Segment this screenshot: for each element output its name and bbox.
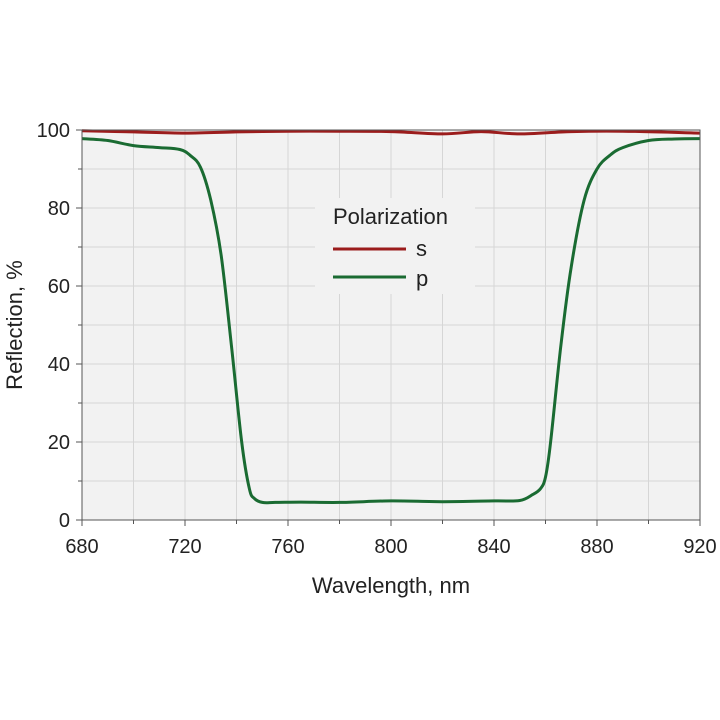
- x-tick-label: 720: [168, 536, 201, 558]
- x-axis-ticks: 680 720 760 800 840 880 920: [65, 520, 717, 558]
- x-tick-label: 680: [65, 536, 98, 558]
- legend-label-s: s: [416, 236, 427, 261]
- y-tick-label: 0: [59, 510, 70, 532]
- x-tick-label: 920: [683, 536, 716, 558]
- legend-title: Polarization: [333, 204, 448, 229]
- series-line-s: [81, 129, 701, 136]
- y-axis-title: Reflection, %: [2, 260, 27, 390]
- series-line-p: [81, 137, 701, 505]
- y-tick-label: 100: [37, 120, 70, 142]
- y-tick-label: 80: [48, 198, 70, 220]
- y-tick-label: 60: [48, 276, 70, 298]
- x-tick-label: 880: [580, 536, 613, 558]
- y-axis-ticks: 0 20 40 60 80 100: [37, 120, 82, 532]
- y-tick-label: 20: [48, 432, 70, 454]
- series-lines: [81, 129, 701, 505]
- legend-label-p: p: [416, 266, 428, 291]
- y-tick-label: 40: [48, 354, 70, 376]
- x-axis-title: Wavelength, nm: [312, 573, 470, 598]
- x-tick-label: 760: [271, 536, 304, 558]
- legend: Polarization s p: [315, 198, 475, 294]
- x-tick-label: 800: [374, 536, 407, 558]
- x-tick-label: 840: [477, 536, 510, 558]
